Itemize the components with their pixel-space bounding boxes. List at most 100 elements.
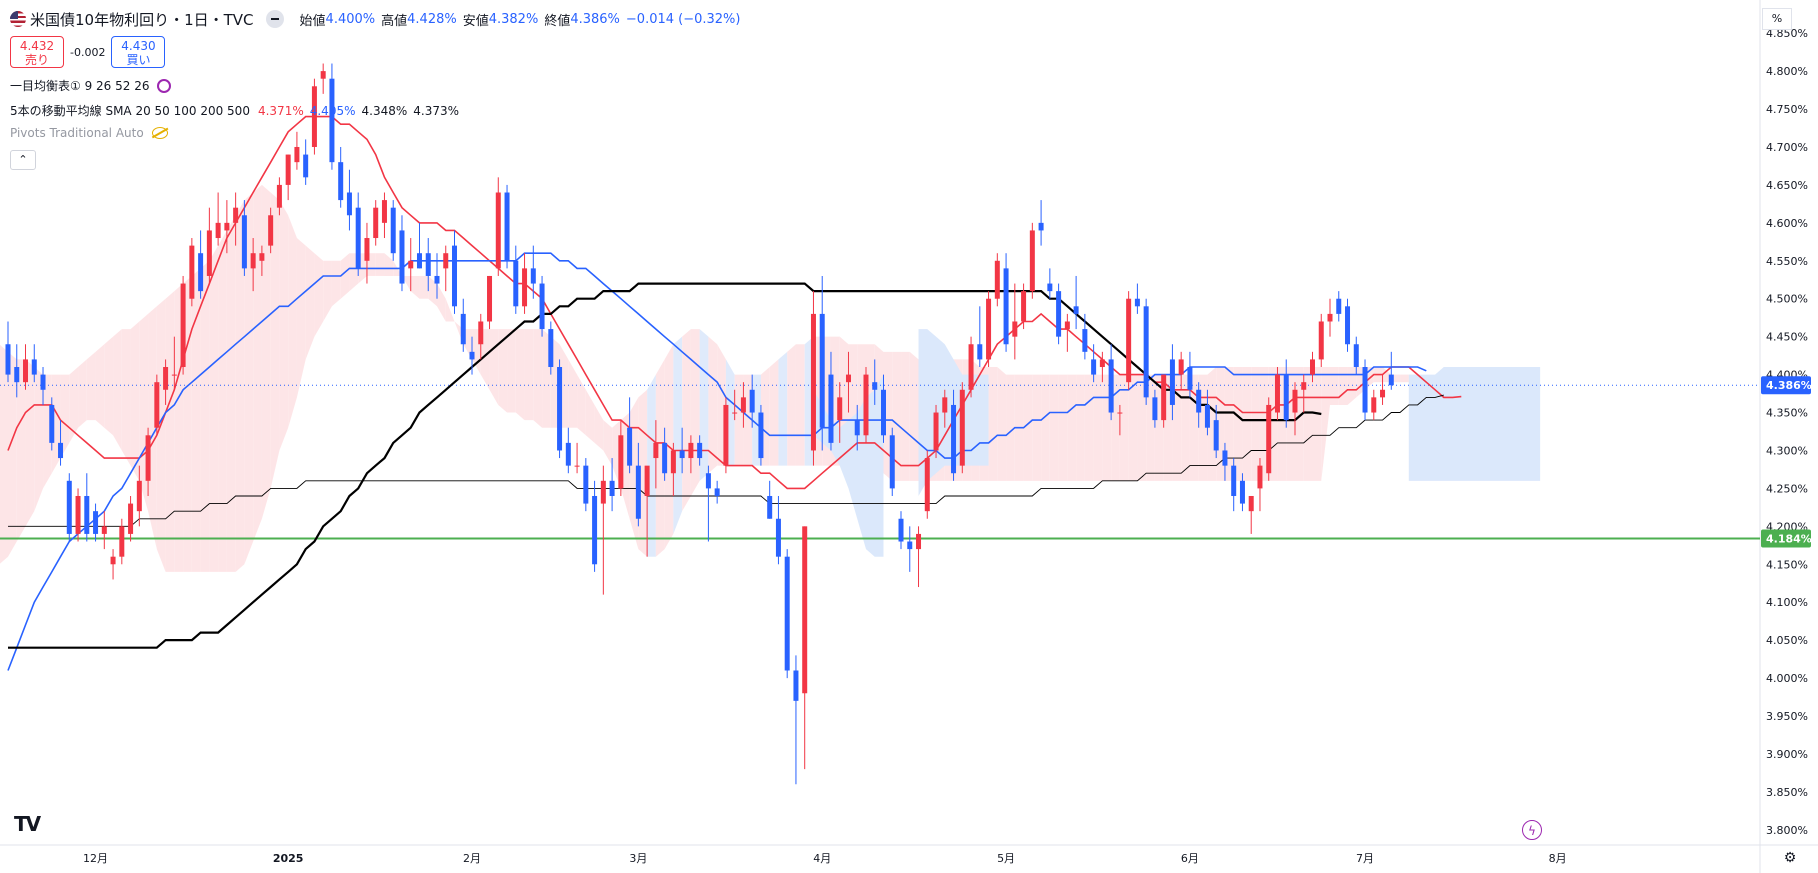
- candle-body: [66, 480, 72, 534]
- candle-body: [732, 412, 738, 414]
- candle-body: [1143, 306, 1149, 398]
- cloud-segment: [909, 351, 919, 481]
- hidden-eye-icon[interactable]: [151, 127, 168, 139]
- cloud-segment: [314, 253, 324, 337]
- candle-body: [215, 222, 221, 239]
- cloud-segment: [515, 329, 525, 421]
- collapse-legend-button[interactable]: ⌃: [10, 150, 36, 170]
- candle-body: [697, 442, 703, 459]
- low-value: 4.382%: [488, 11, 539, 27]
- candle-body: [1099, 359, 1105, 368]
- candle-body: [513, 260, 519, 307]
- candle-body: [845, 374, 851, 383]
- chart-legend: 米国債10年物利回り・1日・TVC 始値 4.400% 高値 4.428% 安値 4.…: [10, 8, 740, 30]
- candle-body: [670, 450, 676, 474]
- candle-body: [416, 253, 422, 269]
- cloud-segment: [1207, 367, 1217, 481]
- x-tick-label: 6月: [1181, 852, 1199, 865]
- candle-body: [128, 503, 134, 534]
- cloud-segment: [436, 283, 446, 322]
- candle-body: [994, 260, 1000, 299]
- x-tick-label: 12月: [83, 852, 108, 865]
- cloud-segment: [1251, 367, 1260, 481]
- candle-body: [977, 344, 983, 360]
- candle-body: [951, 404, 957, 474]
- candle-body: [233, 207, 239, 223]
- cloud-segment: [1032, 374, 1042, 481]
- cloud-segment: [594, 404, 604, 451]
- cloud-segment: [1058, 374, 1068, 481]
- unit-label[interactable]: %: [1762, 8, 1792, 30]
- candle-body: [609, 480, 615, 496]
- ichimoku-indicator[interactable]: 一目均衡表① 9 26 52 26: [10, 77, 172, 94]
- x-tick-label: 2025: [273, 852, 304, 865]
- candle-body: [986, 298, 992, 360]
- open-value: 4.400%: [325, 11, 376, 27]
- candle-body: [548, 329, 554, 368]
- cloud-segment: [209, 245, 219, 572]
- sma100-value: 4.348%: [361, 103, 408, 118]
- cloud-segment: [734, 374, 744, 466]
- candle-body: [557, 367, 563, 451]
- candle-body: [740, 397, 746, 413]
- candle-body: [487, 275, 493, 322]
- cloud-segment: [533, 329, 543, 428]
- candle-body: [495, 192, 501, 269]
- cloud-segment: [16, 359, 26, 542]
- refresh-icon[interactable]: [157, 78, 172, 93]
- cloud-segment: [121, 329, 131, 466]
- cloud-segment: [1084, 374, 1094, 481]
- cloud-segment: [244, 192, 254, 565]
- collapse-symbol-button[interactable]: [265, 10, 284, 28]
- lightning-icon[interactable]: ϟ: [1522, 820, 1542, 840]
- candle-body: [469, 351, 475, 360]
- pivots-indicator[interactable]: Pivots Traditional Auto: [10, 126, 168, 140]
- buy-button[interactable]: 4.430 買い: [111, 36, 166, 68]
- cloud-segment: [988, 367, 998, 481]
- settings-icon[interactable]: ⚙: [1783, 850, 1797, 866]
- cloud-segment: [60, 374, 70, 459]
- cloud-segment: [1321, 367, 1331, 481]
- candle-body: [1117, 412, 1123, 414]
- candle-body: [1239, 480, 1245, 504]
- y-tick-label: 4.550%: [1766, 255, 1808, 268]
- candle-body: [1231, 465, 1237, 496]
- support-line: [0, 384, 1760, 540]
- sell-button[interactable]: 4.432 売り: [10, 36, 64, 68]
- sma20-value: 4.371%: [257, 103, 304, 118]
- cloud-segment: [1049, 374, 1059, 481]
- candle-body: [49, 404, 55, 443]
- candle-body: [136, 480, 142, 512]
- cloud-segment: [43, 374, 52, 489]
- candle-body: [110, 556, 116, 565]
- symbol-title[interactable]: 米国債10年物利回り・1日・TVC: [30, 10, 254, 29]
- cloud-segment: [78, 359, 87, 428]
- candle-body: [1012, 321, 1018, 337]
- sma-indicator[interactable]: 5本の移動平均線 SMA 20 50 100 200 500 4.371% 4.…: [10, 102, 459, 119]
- candle-body: [705, 473, 711, 489]
- cloud-segment: [253, 184, 262, 542]
- x-tick-label: 4月: [813, 852, 831, 865]
- candle-body: [241, 215, 247, 269]
- cloud-segment: [165, 291, 175, 572]
- cloud-segment: [743, 374, 753, 466]
- candle-body: [206, 230, 212, 276]
- cloud-segment: [690, 329, 700, 496]
- time-axis: 12月 2025 2月 3月 4月 5月 6月 7月 8月: [83, 852, 1567, 865]
- y-tick-label: 4.450%: [1766, 331, 1808, 344]
- y-tick-label: 3.950%: [1766, 710, 1808, 723]
- candle-body: [784, 556, 790, 671]
- cloud-segment: [410, 275, 420, 299]
- change-value: −0.014 (−0.32%): [625, 11, 741, 27]
- candle-body: [1187, 367, 1193, 390]
- candle-body: [1134, 298, 1140, 307]
- candle-body: [1353, 344, 1359, 368]
- cloud-segment: [1067, 374, 1077, 481]
- candle-body: [329, 78, 335, 163]
- candle-body: [390, 207, 396, 254]
- cloud-segment: [577, 374, 586, 436]
- cloud-segment: [1093, 374, 1103, 481]
- x-tick-label: 3月: [629, 852, 647, 865]
- cloud-segment: [1076, 374, 1085, 481]
